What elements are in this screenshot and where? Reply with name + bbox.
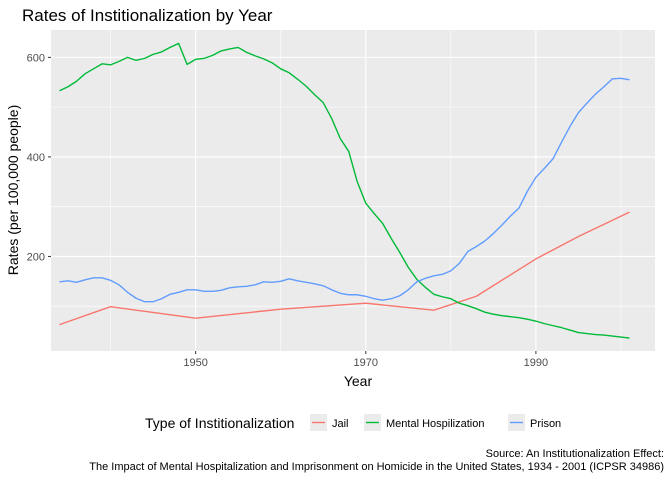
legend-label: Jail	[332, 418, 349, 430]
series-line-prison	[59, 77, 630, 303]
y-tick-label: 600	[27, 52, 45, 64]
legend-item: Jail	[310, 414, 349, 431]
legend-label: Mental Hospilization	[386, 418, 484, 430]
caption-line-1: Source: An Institutionalization Effect:	[486, 448, 664, 460]
x-tick-label: 1950	[183, 357, 207, 369]
legend-items: Jail Mental Hospilization Prison	[310, 414, 561, 431]
x-axis-title: Year	[344, 373, 373, 389]
series-lines	[59, 42, 630, 339]
grid-minor	[51, 30, 655, 351]
legend-label: Prison	[530, 418, 561, 430]
y-axis: 200 400 600	[27, 52, 51, 263]
legend-item: Mental Hospilization	[364, 414, 484, 431]
x-axis: 1950 1970 1990	[183, 351, 548, 369]
legend: Type of Institionalization Jail Mental Ho…	[145, 414, 561, 431]
caption-line-2: The Impact of Mental Hospitalization and…	[89, 461, 664, 473]
legend-title: Type of Institionalization	[145, 415, 294, 431]
series-line-jail	[59, 211, 630, 326]
plot-panel	[51, 30, 655, 351]
x-tick-label: 1970	[354, 357, 378, 369]
legend-item: Prison	[508, 414, 561, 431]
chart-title: Rates of Institionalization by Year	[22, 6, 273, 25]
y-tick-label: 200	[27, 251, 45, 263]
y-tick-label: 400	[27, 152, 45, 164]
x-tick-label: 1990	[524, 357, 548, 369]
y-axis-title: Rates (per 100,000 people)	[5, 105, 21, 275]
series-line-mental-hospilization	[59, 42, 630, 339]
